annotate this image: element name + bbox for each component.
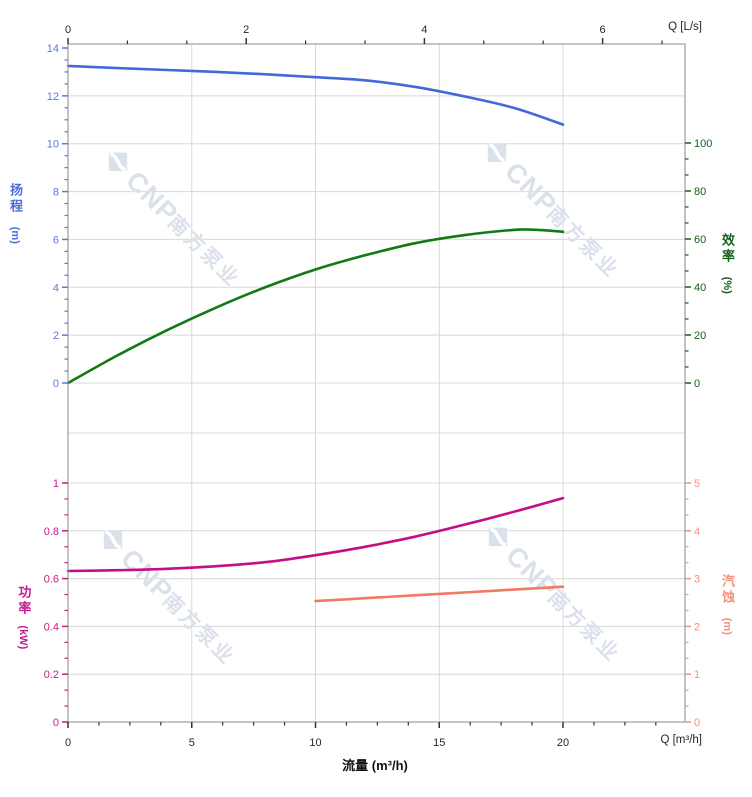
tick-label: 0 (694, 378, 700, 390)
curve-eff (66, 228, 565, 385)
tick-label: 80 (694, 186, 706, 198)
power-axis-title: 功率 (kW) (11, 585, 35, 649)
tick-label: 5 (189, 737, 195, 749)
tick-label: 0 (53, 717, 59, 729)
watermark-company: 南方泵业 (163, 210, 245, 292)
bottom-axis-unit-label: Q [m³/h] (660, 734, 702, 746)
tick-label: 6 (53, 234, 59, 246)
tick-label: 0.2 (44, 669, 59, 681)
tick-label: 5 (694, 478, 700, 490)
top-axis-unit-label: Q [L/s] (668, 21, 702, 33)
eff-axis-title: 效率 (%) (718, 233, 736, 294)
eff-axis-unit-text: (%) (720, 276, 733, 294)
npsh-axis-title-text: 汽蚀 (720, 574, 736, 606)
tick-label: 10 (309, 737, 321, 749)
tick-label: 6 (600, 24, 606, 36)
tick-label: 14 (47, 43, 59, 55)
tick-label: 4 (694, 526, 700, 538)
gridlines (68, 44, 685, 722)
tick-label: 0.4 (44, 621, 59, 633)
tick-label: 0 (53, 378, 59, 390)
tick-label: 1 (694, 669, 700, 681)
ticks-and-labels: 0246810121402040608010000.20.40.60.81012… (44, 24, 713, 749)
tick-label: 40 (694, 282, 706, 294)
tick-label: 20 (694, 330, 706, 342)
npsh-axis-title: 汽蚀 (m) (718, 574, 736, 635)
tick-label: 3 (694, 574, 700, 586)
tick-label: 2 (243, 24, 249, 36)
tick-label: 2 (53, 330, 59, 342)
cnp-logo-wave (104, 530, 122, 550)
tick-label: 12 (47, 91, 59, 103)
curve-power (66, 496, 565, 573)
tick-label: 0 (694, 717, 700, 729)
power-axis-unit-text: (kW) (17, 625, 30, 650)
curves (66, 64, 565, 603)
watermark-company: 南方泵业 (543, 585, 625, 667)
cnp-logo-wave (489, 527, 507, 547)
watermark-company: 南方泵业 (542, 201, 624, 283)
tick-label: 0 (65, 737, 71, 749)
tick-label: 100 (694, 138, 712, 150)
tick-label: 15 (433, 737, 445, 749)
tick-label: 2 (694, 621, 700, 633)
cnp-logo-wave (488, 143, 506, 163)
tick-label: 4 (53, 282, 59, 294)
xaxis-title: 流量 (m³/h) (342, 758, 408, 773)
tick-label: 0 (65, 24, 71, 36)
head-axis-unit-text: (m) (8, 226, 21, 244)
cnp-logo-wave (109, 152, 127, 172)
tick-label: 10 (47, 139, 59, 151)
eff-axis-title-text: 效率 (720, 233, 736, 265)
tick-label: 0.8 (44, 526, 59, 538)
npsh-axis-unit-text: (m) (720, 617, 733, 635)
tick-label: 20 (557, 737, 569, 749)
curve-head (66, 64, 565, 126)
tick-label: 60 (694, 234, 706, 246)
power-axis-title-text: 功率 (16, 585, 32, 617)
tick-label: 1 (53, 478, 59, 490)
tick-label: 8 (53, 187, 59, 199)
tick-label: 4 (421, 24, 427, 36)
watermark-company: 南方泵业 (158, 588, 240, 670)
tick-label: 0.6 (44, 574, 59, 586)
head-axis-title: 扬程 (m) (6, 183, 24, 244)
curve-npsh (314, 585, 565, 603)
head-axis-title-text: 扬程 (8, 183, 24, 215)
